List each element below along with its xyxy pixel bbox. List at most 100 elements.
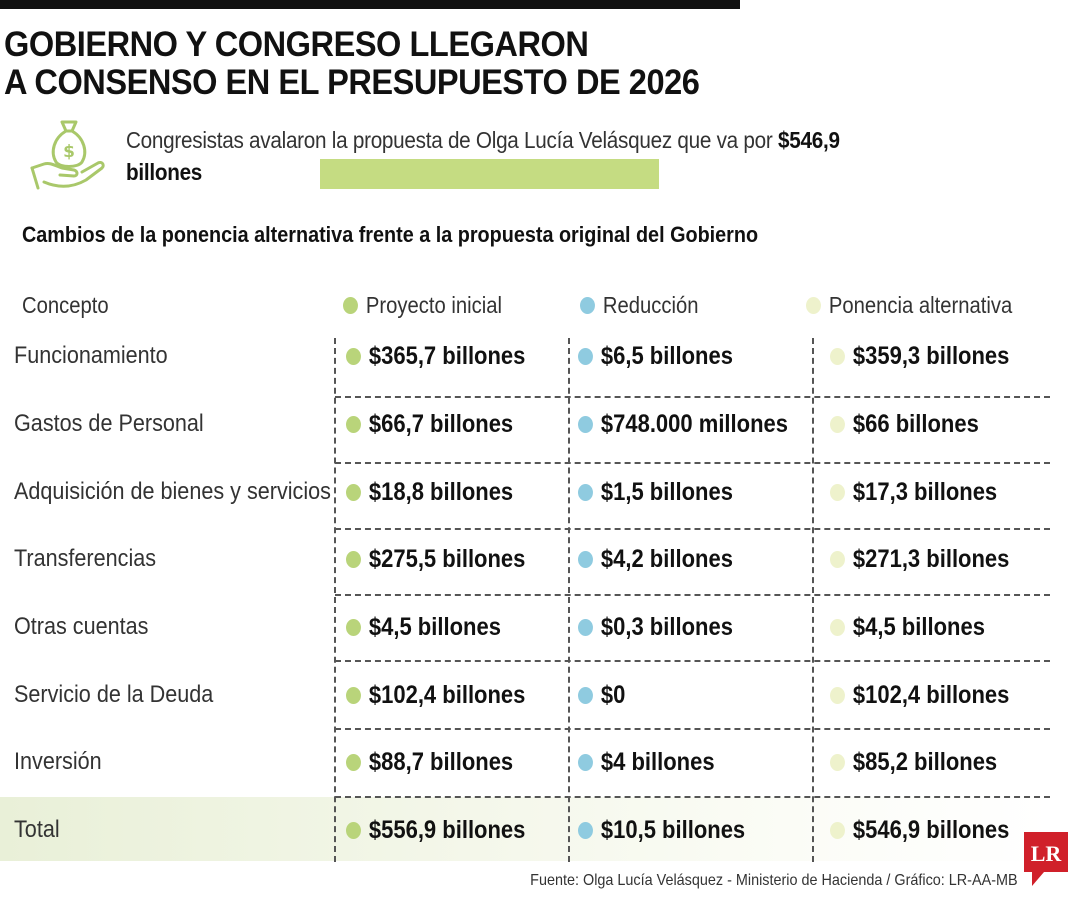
row-divider bbox=[335, 462, 1050, 464]
green-dot-icon bbox=[346, 686, 361, 704]
cream-dot-icon bbox=[830, 415, 845, 433]
row-divider bbox=[335, 660, 1050, 662]
table-row: Total $556,9 billones $10,5 billones $546,9… bbox=[0, 810, 1080, 878]
column-divider bbox=[812, 338, 814, 862]
table-title: Cambios de la ponencia alternativa frent… bbox=[22, 222, 759, 247]
header-reduccion: Reducción bbox=[580, 292, 699, 319]
concepto-cell: Total bbox=[14, 816, 60, 843]
ponencia-alternativa-cell: $359,3 billones bbox=[830, 336, 1009, 376]
header-concepto-label: Concepto bbox=[22, 292, 109, 318]
subtitle-text: Congresistas avalaron la propuesta de Ol… bbox=[126, 127, 773, 153]
lr-logo-text: LR bbox=[1031, 841, 1063, 866]
ponencia-alternativa-cell: $546,9 billones bbox=[830, 810, 1009, 850]
header-proyecto-inicial-label: Proyecto inicial bbox=[365, 292, 503, 318]
concepto-cell: Funcionamiento bbox=[14, 342, 168, 369]
cream-dot-icon bbox=[830, 753, 845, 771]
proyecto-inicial-cell: $556,9 billones bbox=[346, 810, 525, 850]
reduccion-value: $4 billones bbox=[600, 747, 715, 776]
reduccion-value: $1,5 billones bbox=[600, 477, 733, 506]
money-bag-hand-icon: $ bbox=[30, 120, 105, 190]
headline-line-2: A CONSENSO EN EL PRESUPUESTO DE 2026 bbox=[4, 63, 700, 102]
header-proyecto-inicial: Proyecto inicial bbox=[343, 292, 502, 319]
concepto-cell: Servicio de la Deuda bbox=[14, 681, 214, 708]
row-divider bbox=[335, 594, 1050, 596]
green-dot-icon bbox=[346, 821, 361, 839]
reduccion-value: $4,2 billones bbox=[600, 544, 733, 573]
table-header: Concepto Proyecto inicial Reducción Pone… bbox=[0, 288, 1080, 328]
blue-dot-icon bbox=[578, 415, 593, 433]
reduccion-cell: $0 bbox=[578, 675, 625, 715]
green-dot-icon bbox=[346, 347, 361, 365]
reduccion-value: $748.000 millones bbox=[600, 409, 789, 438]
concepto-cell: Adquisición de bienes y servicios bbox=[14, 478, 331, 505]
header-ponencia-alternativa-label: Ponencia alternativa bbox=[828, 292, 1013, 318]
total-row-background bbox=[0, 797, 1050, 861]
ponencia-alternativa-cell: $66 billones bbox=[830, 404, 979, 444]
ponencia-alternativa-cell: $85,2 billones bbox=[830, 742, 997, 782]
reduccion-value: $10,5 billones bbox=[600, 815, 746, 844]
table-row: Funcionamiento $365,7 billones $6,5 billon… bbox=[0, 336, 1080, 404]
subtitle: Congresistas avalaron la propuesta de Ol… bbox=[126, 124, 886, 188]
green-dot-icon bbox=[343, 297, 358, 314]
ponencia-alternativa-value: $271,3 billones bbox=[852, 544, 1010, 573]
ponencia-alternativa-value: $102,4 billones bbox=[852, 680, 1010, 709]
reduccion-cell: $4 billones bbox=[578, 742, 715, 782]
proyecto-inicial-cell: $88,7 billones bbox=[346, 742, 513, 782]
header-ponencia-alternativa: Ponencia alternativa bbox=[806, 292, 1012, 319]
proyecto-inicial-cell: $102,4 billones bbox=[346, 675, 525, 715]
ponencia-alternativa-value: $359,3 billones bbox=[852, 341, 1010, 370]
headline: GOBIERNO Y CONGRESO LLEGARON A CONSENSO … bbox=[4, 26, 804, 102]
concepto-cell: Inversión bbox=[14, 748, 102, 775]
blue-dot-icon bbox=[578, 686, 593, 704]
concepto-cell: Gastos de Personal bbox=[14, 410, 204, 437]
proyecto-inicial-cell: $275,5 billones bbox=[346, 539, 525, 579]
reduccion-value: $0 bbox=[600, 680, 626, 709]
ponencia-alternativa-value: $4,5 billones bbox=[852, 612, 985, 641]
headline-line-1: GOBIERNO Y CONGRESO LLEGARON bbox=[4, 25, 589, 64]
subtitle-unit: billones bbox=[126, 159, 203, 185]
row-divider bbox=[335, 796, 1050, 798]
blue-dot-icon bbox=[578, 550, 593, 568]
cream-dot-icon bbox=[830, 821, 845, 839]
row-divider bbox=[335, 528, 1050, 530]
proyecto-inicial-value: $275,5 billones bbox=[368, 544, 526, 573]
blue-dot-icon bbox=[578, 483, 593, 501]
proyecto-inicial-cell: $18,8 billones bbox=[346, 472, 513, 512]
blue-dot-icon bbox=[578, 618, 593, 636]
table-row: Servicio de la Deuda $102,4 billones $0 $10… bbox=[0, 675, 1080, 743]
lr-logo: LR bbox=[1024, 832, 1068, 886]
row-divider bbox=[335, 728, 1050, 730]
cream-dot-icon bbox=[830, 618, 845, 636]
proyecto-inicial-value: $66,7 billones bbox=[368, 409, 514, 438]
ponencia-alternativa-value: $66 billones bbox=[852, 409, 979, 438]
concepto-cell: Otras cuentas bbox=[14, 613, 149, 640]
subtitle-line-1: Congresistas avalaron la propuesta de Ol… bbox=[126, 124, 840, 156]
ponencia-alternativa-cell: $17,3 billones bbox=[830, 472, 997, 512]
reduccion-cell: $1,5 billones bbox=[578, 472, 733, 512]
green-dot-icon bbox=[346, 483, 361, 501]
cream-dot-icon bbox=[830, 483, 845, 501]
ponencia-alternativa-value: $85,2 billones bbox=[852, 747, 998, 776]
column-divider bbox=[568, 338, 570, 862]
blue-dot-icon bbox=[578, 821, 593, 839]
proyecto-inicial-value: $365,7 billones bbox=[368, 341, 526, 370]
ponencia-alternativa-value: $17,3 billones bbox=[852, 477, 998, 506]
table-row: Adquisición de bienes y servicios $18,8 b… bbox=[0, 472, 1080, 540]
ponencia-alternativa-cell: $102,4 billones bbox=[830, 675, 1009, 715]
cream-dot-icon bbox=[830, 550, 845, 568]
proyecto-inicial-value: $102,4 billones bbox=[368, 680, 526, 709]
reduccion-cell: $4,2 billones bbox=[578, 539, 733, 579]
green-dot-icon bbox=[346, 618, 361, 636]
header-reduccion-label: Reducción bbox=[602, 292, 699, 318]
blue-dot-icon bbox=[578, 347, 593, 365]
green-dot-icon bbox=[346, 550, 361, 568]
cream-dot-icon bbox=[806, 297, 821, 314]
table-row: Transferencias $275,5 billones $4,2 billon… bbox=[0, 539, 1080, 607]
top-rule bbox=[0, 0, 740, 9]
proyecto-inicial-cell: $4,5 billones bbox=[346, 607, 501, 647]
header-concepto: Concepto bbox=[22, 292, 109, 319]
blue-dot-icon bbox=[580, 297, 595, 314]
cream-dot-icon bbox=[830, 686, 845, 704]
concepto-cell: Transferencias bbox=[14, 545, 157, 572]
table-row: Gastos de Personal $66,7 billones $748.000… bbox=[0, 404, 1080, 472]
